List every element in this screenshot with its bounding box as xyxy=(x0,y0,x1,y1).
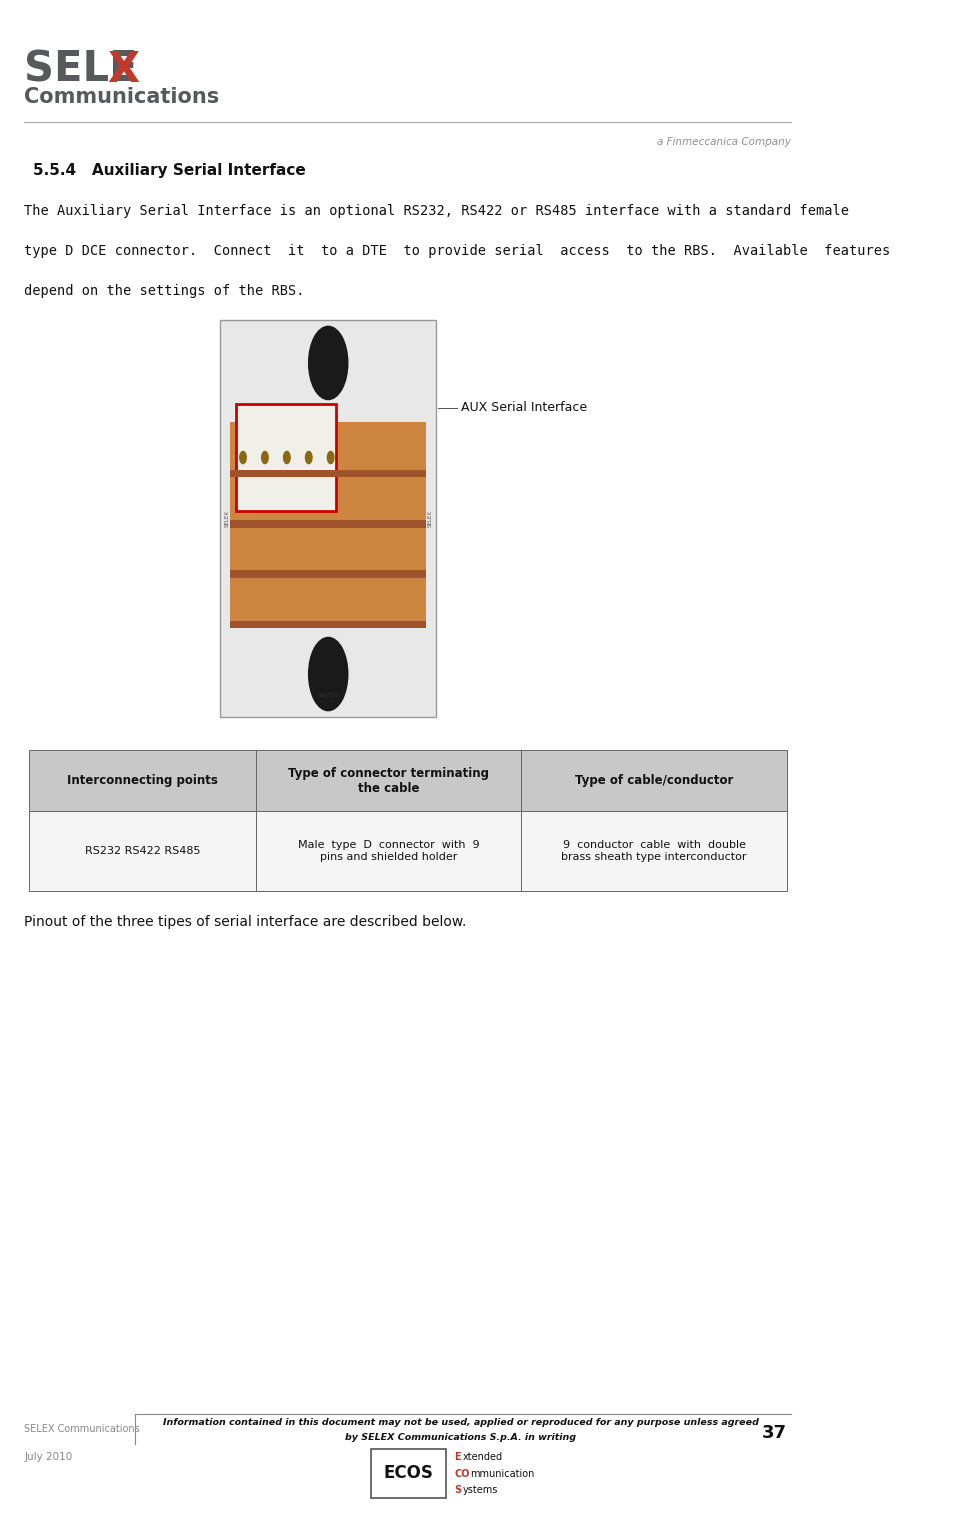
Bar xyxy=(230,470,426,477)
Text: Interconnecting points: Interconnecting points xyxy=(67,775,218,787)
Circle shape xyxy=(283,451,290,464)
Text: a Finmeccanica Company: a Finmeccanica Company xyxy=(657,137,791,148)
Bar xyxy=(220,320,436,717)
Text: AUX Serial Interface: AUX Serial Interface xyxy=(461,401,587,415)
Circle shape xyxy=(262,451,268,464)
Bar xyxy=(521,750,787,811)
Text: SELEX: SELEX xyxy=(225,509,229,528)
Bar xyxy=(236,404,336,511)
Text: SELE: SELE xyxy=(24,49,138,92)
Circle shape xyxy=(309,326,348,400)
Text: Type of cable/conductor: Type of cable/conductor xyxy=(575,775,733,787)
Bar xyxy=(521,811,787,891)
Circle shape xyxy=(240,451,247,464)
Bar xyxy=(230,570,426,578)
Circle shape xyxy=(309,637,348,711)
Text: SELEX Communications: SELEX Communications xyxy=(24,1424,140,1435)
Text: 37: 37 xyxy=(762,1424,787,1443)
Text: Male  type  D  connector  with  9
pins and shielded holder: Male type D connector with 9 pins and sh… xyxy=(298,840,480,862)
Text: E: E xyxy=(454,1452,461,1462)
Text: The Auxiliary Serial Interface is an optional RS232, RS422 or RS485 interface wi: The Auxiliary Serial Interface is an opt… xyxy=(24,204,850,218)
Circle shape xyxy=(305,451,312,464)
Text: Pinout of the three tipes of serial interface are described below.: Pinout of the three tipes of serial inte… xyxy=(24,915,467,929)
Bar xyxy=(230,422,426,628)
Text: X: X xyxy=(107,49,139,92)
Bar xyxy=(29,750,256,811)
Bar xyxy=(256,750,521,811)
Text: CO: CO xyxy=(454,1469,469,1479)
Text: ystems: ystems xyxy=(463,1485,497,1496)
Text: SELEX: SELEX xyxy=(427,509,432,528)
Bar xyxy=(371,1449,446,1498)
Bar xyxy=(230,621,426,628)
Text: Type of connector terminating
the cable: Type of connector terminating the cable xyxy=(288,767,490,795)
Text: S: S xyxy=(454,1485,462,1496)
Text: type D DCE connector.  Connect  it  to a DTE  to provide serial  access  to the : type D DCE connector. Connect it to a DT… xyxy=(24,244,891,258)
Circle shape xyxy=(327,451,334,464)
Text: 9  conductor  cable  with  double
brass sheath type interconductor: 9 conductor cable with double brass shea… xyxy=(562,840,747,862)
Text: by SELEX Communications S.p.A. in writing: by SELEX Communications S.p.A. in writin… xyxy=(346,1434,576,1443)
Text: 5.5.4   Auxiliary Serial Interface: 5.5.4 Auxiliary Serial Interface xyxy=(33,163,305,178)
Text: Information contained in this document may not be used, applied or reproduced fo: Information contained in this document m… xyxy=(163,1418,758,1427)
Bar xyxy=(29,811,256,891)
Bar xyxy=(230,520,426,528)
Text: mmunication: mmunication xyxy=(470,1469,535,1479)
Text: xtended: xtended xyxy=(463,1452,502,1462)
Text: RS232 RS422 RS485: RS232 RS422 RS485 xyxy=(84,846,200,856)
Text: SWITCH: SWITCH xyxy=(318,694,339,698)
Text: July 2010: July 2010 xyxy=(24,1452,73,1462)
Text: depend on the settings of the RBS.: depend on the settings of the RBS. xyxy=(24,284,305,297)
Text: ECOS: ECOS xyxy=(384,1464,434,1482)
Bar xyxy=(256,811,521,891)
Text: Communications: Communications xyxy=(24,87,220,107)
